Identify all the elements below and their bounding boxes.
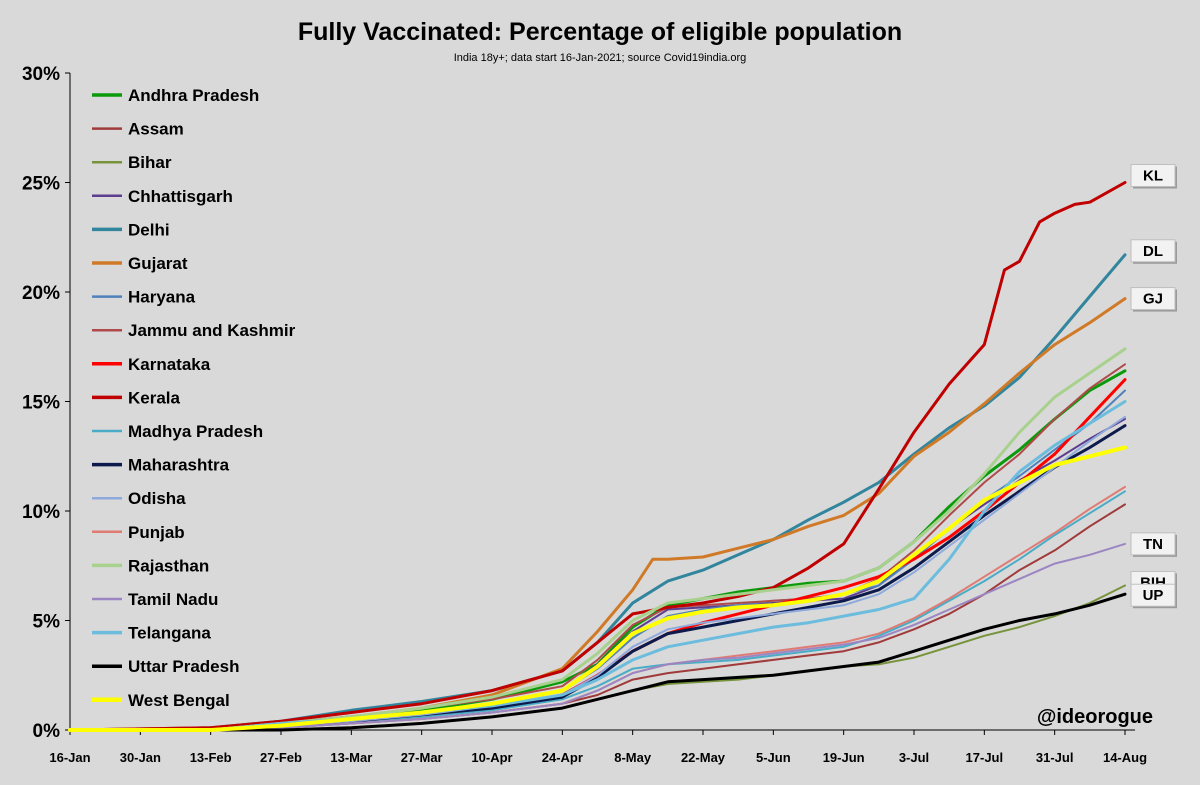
legend: Andhra Pradesh Assam Bihar Chhattisgarh Delh… (92, 86, 296, 710)
legend-label-andhra-pradesh: Andhra Pradesh (128, 86, 259, 105)
series-line-delhi (68, 253, 1127, 732)
end-label-kl: KL (1143, 168, 1163, 185)
y-tick-label: 0% (33, 721, 61, 742)
end-label-up: UP (1143, 587, 1164, 604)
legend-label-west-bengal: West Bengal (128, 691, 230, 710)
x-tick-label: 13-Feb (190, 750, 232, 765)
end-label-box (1130, 287, 1176, 311)
end-label-box (1130, 239, 1176, 263)
series-line-west-bengal (68, 445, 1127, 732)
legend-label-gujarat: Gujarat (128, 254, 188, 273)
axes: 0% 5% 10% 15% 20% 25% 30% 16-Jan 30-Jan 13-Feb 27-… (22, 64, 1147, 765)
x-tick-label: 27-Feb (260, 750, 302, 765)
x-tick-label: 10-Apr (471, 750, 512, 765)
series-line-uttar-pradesh (68, 592, 1127, 732)
legend-label-bihar: Bihar (128, 153, 172, 172)
legend-label-punjab: Punjab (128, 523, 185, 542)
x-tick-label: 22-May (681, 750, 726, 765)
end-label-box (1130, 583, 1176, 607)
y-tick-label: 5% (33, 612, 61, 633)
x-tick-label: 31-Jul (1036, 750, 1074, 765)
legend-label-assam: Assam (128, 120, 184, 139)
x-tick-label: 14-Aug (1103, 750, 1147, 765)
legend-label-tamil-nadu: Tamil Nadu (128, 590, 218, 609)
x-tick-label: 17-Jul (966, 750, 1004, 765)
legend-label-uttar-pradesh: Uttar Pradesh (128, 657, 239, 676)
series-line-tamil-nadu (69, 542, 1126, 731)
legend-label-odisha: Odisha (128, 489, 186, 508)
x-tick-label: 3-Jul (899, 750, 929, 765)
end-label-box (1130, 532, 1176, 556)
watermark: @ideorogue (1037, 706, 1153, 728)
end-label-tn: TN (1143, 536, 1163, 553)
x-tick-label: 13-Mar (330, 750, 372, 765)
legend-label-karnataka: Karnataka (128, 355, 211, 374)
series-line-madhya-pradesh (69, 490, 1126, 731)
x-tick-label: 5-Jun (756, 750, 791, 765)
legend-label-madhya-pradesh: Madhya Pradesh (128, 422, 263, 441)
series-line-telangana (68, 400, 1127, 732)
x-tick-label: 24-Apr (542, 750, 583, 765)
end-label-box (1130, 164, 1176, 187)
end-label-gj: GJ (1143, 291, 1163, 308)
x-tick-label: 30-Jan (120, 750, 161, 765)
legend-label-kerala: Kerala (128, 388, 181, 407)
legend-label-chhattisgarh: Chhattisgarh (128, 187, 233, 206)
x-tick-label: 8-May (614, 750, 652, 765)
y-tick-label: 15% (22, 393, 60, 414)
chart-title: Fully Vaccinated: Percentage of eligible… (298, 18, 902, 46)
legend-label-haryana: Haryana (128, 288, 196, 307)
legend-label-delhi: Delhi (128, 220, 170, 239)
legend-label-rajasthan: Rajasthan (128, 556, 209, 575)
series-line-kerala (68, 181, 1127, 732)
legend-label-telangana: Telangana (128, 624, 211, 643)
series-lines (68, 181, 1127, 732)
y-tick-label: 25% (22, 174, 60, 195)
end-label-dl: DL (1143, 243, 1163, 260)
x-tick-label: 19-Jun (823, 750, 865, 765)
y-tick-label: 10% (22, 502, 60, 523)
y-tick-label: 30% (22, 64, 60, 85)
legend-label-jammu-and-kashmir: Jammu and Kashmir (128, 321, 296, 340)
legend-label-maharashtra: Maharashtra (128, 456, 230, 475)
x-tick-label: 27-Mar (401, 750, 443, 765)
chart-subtitle: India 18y+; data start 16-Jan-2021; sour… (454, 52, 747, 64)
x-tick-label: 16-Jan (49, 750, 90, 765)
series-line-rajasthan (68, 347, 1127, 732)
series-line-odisha (69, 415, 1126, 731)
y-tick-label: 20% (22, 283, 60, 304)
